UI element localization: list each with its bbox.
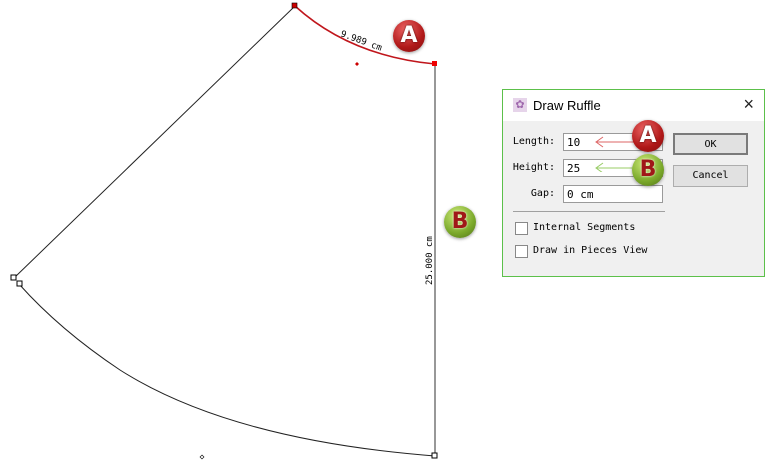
arrow-a	[595, 136, 639, 148]
gap-label: Gap:	[530, 188, 555, 199]
length-arc[interactable]	[294, 5, 436, 65]
cancel-button[interactable]: Cancel	[673, 165, 748, 187]
badge-b-dialog: B	[632, 154, 664, 186]
length-label: Length:	[512, 136, 555, 147]
badge-a: A	[393, 20, 425, 52]
handle[interactable]	[10, 274, 17, 281]
gap-input[interactable]: 0 cm	[563, 185, 663, 203]
handle[interactable]	[16, 280, 23, 287]
ok-button[interactable]: OK	[673, 133, 748, 155]
internal-segments-label: Internal Segments	[533, 222, 636, 233]
divider	[513, 211, 665, 212]
badge-b: B	[444, 206, 476, 238]
height-label: 25.000 cm	[425, 236, 435, 285]
draw-in-pieces-view-checkbox[interactable]	[515, 245, 528, 258]
close-icon[interactable]: ×	[743, 94, 754, 114]
badge-a-dialog: A	[632, 120, 664, 152]
hem-curve	[18, 283, 436, 457]
height-label: Height:	[512, 162, 555, 173]
draw-ruffle-dialog: ✿ Draw Ruffle × Length: 10 Height: 25 Ga…	[502, 89, 765, 277]
left-edge	[13, 5, 296, 279]
draw-in-pieces-view-label: Draw in Pieces View	[533, 245, 648, 256]
center-point	[355, 62, 359, 66]
internal-segments-checkbox[interactable]	[515, 222, 528, 235]
handle[interactable]	[291, 2, 298, 9]
dialog-title: Draw Ruffle	[533, 98, 601, 113]
app-icon: ✿	[513, 98, 527, 112]
handle[interactable]	[432, 61, 437, 66]
arc-length-label: 9.989 cm	[339, 29, 383, 53]
center-point	[199, 454, 205, 460]
handle[interactable]	[431, 452, 438, 459]
title-bar: ✿ Draw Ruffle ×	[503, 90, 764, 121]
